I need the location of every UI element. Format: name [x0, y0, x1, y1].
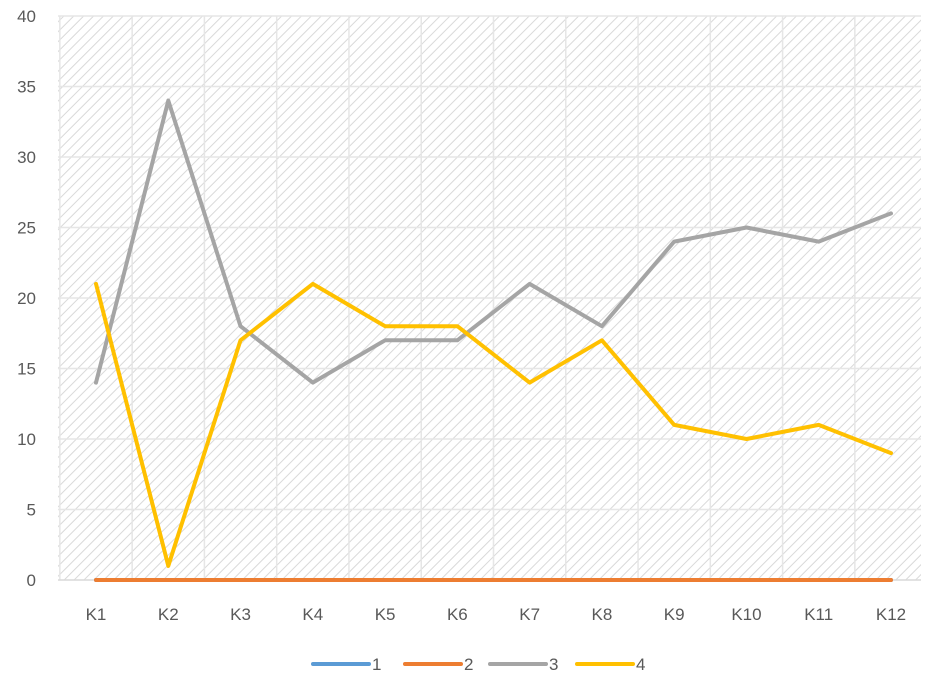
gridlines [58, 15, 921, 580]
x-tick-label: K11 [804, 605, 833, 624]
series-lines [94, 98, 893, 582]
x-tick-label: K6 [447, 605, 468, 624]
y-tick-label: 20 [17, 289, 36, 308]
x-tick-label: K3 [230, 605, 251, 624]
y-tick-label: 10 [17, 430, 36, 449]
series-line-3 [94, 98, 893, 385]
legend-label-1: 1 [372, 655, 381, 674]
y-tick-label: 0 [27, 571, 36, 590]
legend-label-3: 3 [549, 655, 558, 674]
x-tick-label: K1 [86, 605, 107, 624]
y-tick-label: 35 [17, 78, 36, 97]
x-tick-label: K8 [592, 605, 613, 624]
y-tick-label: 25 [17, 219, 36, 238]
y-tick-label: 5 [27, 501, 36, 520]
x-tick-label: K2 [158, 605, 179, 624]
series-line-4 [94, 281, 893, 568]
x-tick-label: K4 [302, 605, 323, 624]
x-tick-label: K12 [876, 605, 906, 624]
axes: 0 5 10 15 20 25 30 35 40 K1 K2 K3 K4 K5 K6 K7 K8 K9 K10 K11… [17, 7, 921, 624]
y-tick-label: 30 [17, 148, 36, 167]
legend: 1 2 3 4 [311, 655, 645, 674]
y-tick-label: 15 [17, 360, 36, 379]
x-tick-label: K10 [731, 605, 761, 624]
x-tick-label: K7 [519, 605, 540, 624]
legend-label-2: 2 [464, 655, 473, 674]
x-tick-label: K5 [375, 605, 396, 624]
legend-label-4: 4 [636, 655, 645, 674]
x-tick-label: K9 [664, 605, 685, 624]
y-tick-label: 40 [17, 7, 36, 26]
